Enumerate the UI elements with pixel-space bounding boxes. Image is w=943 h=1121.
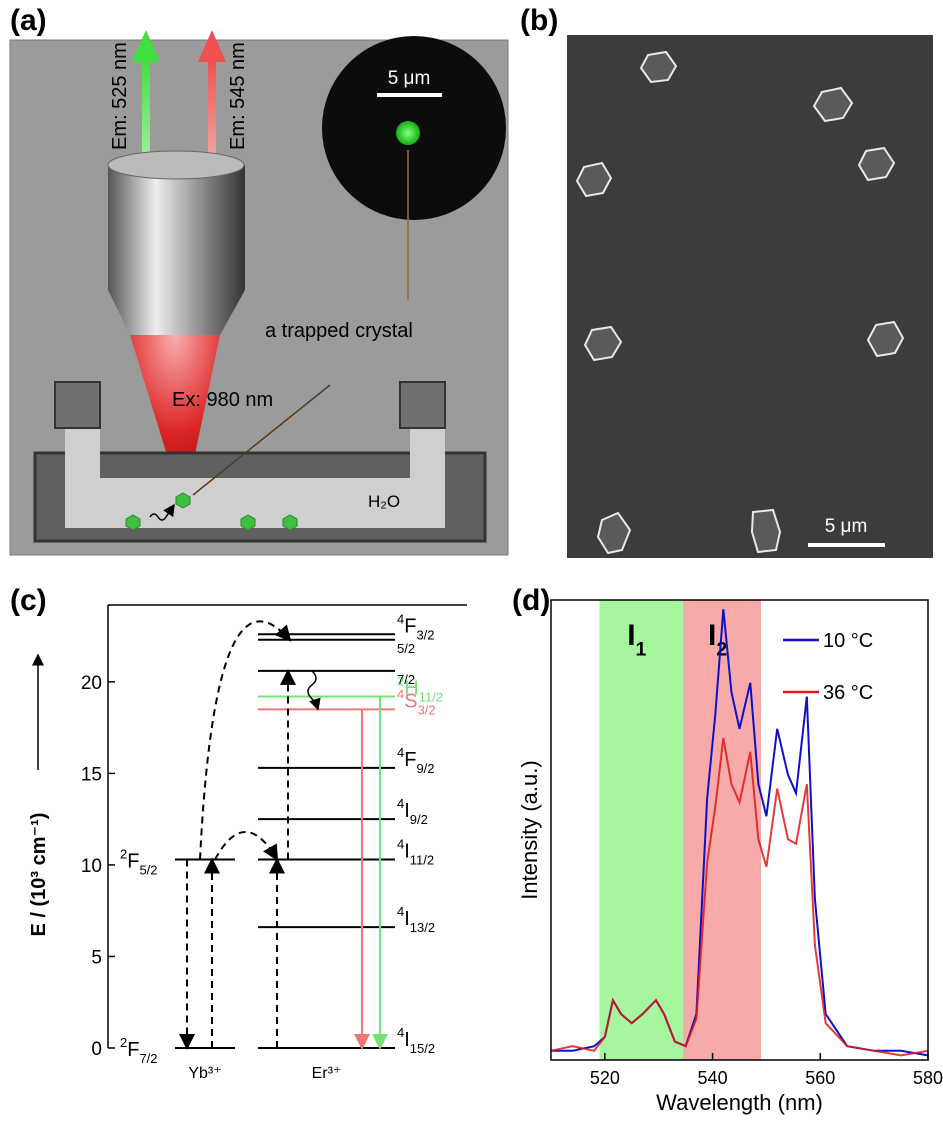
objective-top	[108, 151, 244, 179]
level-label: 4I11/2	[397, 836, 434, 867]
panel-label: (b)	[520, 4, 558, 37]
text-sub: 13/2	[410, 920, 435, 935]
text-sup: 4	[397, 745, 404, 760]
text-main: F	[404, 749, 416, 771]
y-tick-label: 5	[91, 947, 102, 968]
band	[683, 600, 761, 1060]
x-tick-label: 580	[913, 1068, 943, 1088]
energy-transfer	[215, 832, 277, 860]
level-label: 4I9/2	[397, 796, 428, 827]
panel-label: (a)	[10, 4, 47, 37]
x-tick-label: 560	[805, 1068, 835, 1088]
legend-label: 36 °C	[823, 682, 873, 704]
sem-image	[567, 35, 933, 558]
text-sup: 4	[397, 611, 404, 626]
text-sub: 9/2	[416, 761, 434, 776]
y-tick-label: 10	[81, 856, 102, 877]
text-sub: 7/2	[397, 672, 415, 687]
panel-a: (a) Em: 525 nm Em: 545 nm Ex: 980 nm H₂O…	[10, 4, 508, 555]
text-sub: 5/2	[139, 862, 157, 877]
x-tick-label: 520	[590, 1068, 620, 1088]
text-sup: 2	[120, 846, 127, 861]
text-sup: 4	[397, 836, 404, 851]
text-sub: 11/2	[419, 690, 443, 705]
emission-label: Em: 545 nm	[227, 42, 249, 150]
energy-transfer	[200, 621, 290, 859]
level-label: 2F5/2	[120, 846, 158, 877]
medium-label: H₂O	[368, 492, 400, 511]
scale-bar-label: 5 μm	[388, 68, 431, 89]
text-sup: 4	[397, 686, 404, 701]
y-tick-label: 20	[81, 673, 102, 694]
level-label: 2F7/2	[120, 1035, 158, 1066]
text-sub: 7/2	[139, 1051, 157, 1066]
panel-label: (c)	[10, 584, 47, 617]
text-main: I	[708, 619, 716, 652]
legend-label: 10 °C	[823, 630, 873, 652]
annotation: a trapped crystal	[265, 320, 413, 342]
text-main: F	[404, 615, 416, 637]
level-label: 7/2	[397, 672, 415, 687]
y-axis-label: E / (10³ cm⁻¹)	[28, 813, 50, 937]
inset-crystal	[396, 121, 420, 145]
text-main: F	[127, 850, 139, 872]
y-tick-label: 0	[91, 1039, 102, 1060]
support-block	[55, 382, 100, 428]
level-label: 5/2	[397, 641, 415, 656]
scale-bar-label: 5 μm	[825, 516, 868, 537]
figure: (a) Em: 525 nm Em: 545 nm Ex: 980 nm H₂O…	[0, 0, 943, 1121]
relaxation	[308, 671, 318, 709]
text-sub: 3/2	[418, 702, 436, 717]
y-tick-label: 15	[81, 764, 102, 785]
ion-label: Yb³⁺	[188, 1065, 221, 1082]
panel-label: (d)	[512, 584, 550, 617]
text-sub: 3/2	[416, 627, 434, 642]
y-axis-label: Intensity (a.u.)	[517, 760, 542, 899]
text-sub: 9/2	[410, 812, 428, 827]
text-sub: 11/2	[410, 852, 434, 867]
text-sup: 4	[397, 796, 404, 811]
text-main: F	[127, 1039, 139, 1061]
ion-label: Er³⁺	[312, 1065, 342, 1082]
x-tick-label: 540	[698, 1068, 728, 1088]
excitation-label: Ex: 980 nm	[172, 389, 273, 411]
level-label: 4I13/2	[397, 904, 435, 935]
text-sub: 15/2	[410, 1041, 435, 1056]
text-sup: 4	[397, 1025, 404, 1040]
level-label: 4F3/2	[397, 611, 435, 642]
text-sub: 5/2	[397, 641, 415, 656]
panel-b: (b) 5 μm	[520, 4, 933, 558]
text-sub: 1	[636, 639, 647, 661]
level-label: 4I15/2	[397, 1025, 435, 1056]
objective	[108, 165, 245, 335]
text-main: I	[627, 619, 635, 652]
emission-label: Em: 525 nm	[109, 42, 131, 150]
band	[599, 600, 682, 1060]
text-sup: 2	[120, 1035, 127, 1050]
x-axis-label: Wavelength (nm)	[656, 1090, 823, 1115]
text-sup: 4	[397, 904, 404, 919]
support-block	[400, 382, 445, 428]
level-label: 4F9/2	[397, 745, 435, 776]
